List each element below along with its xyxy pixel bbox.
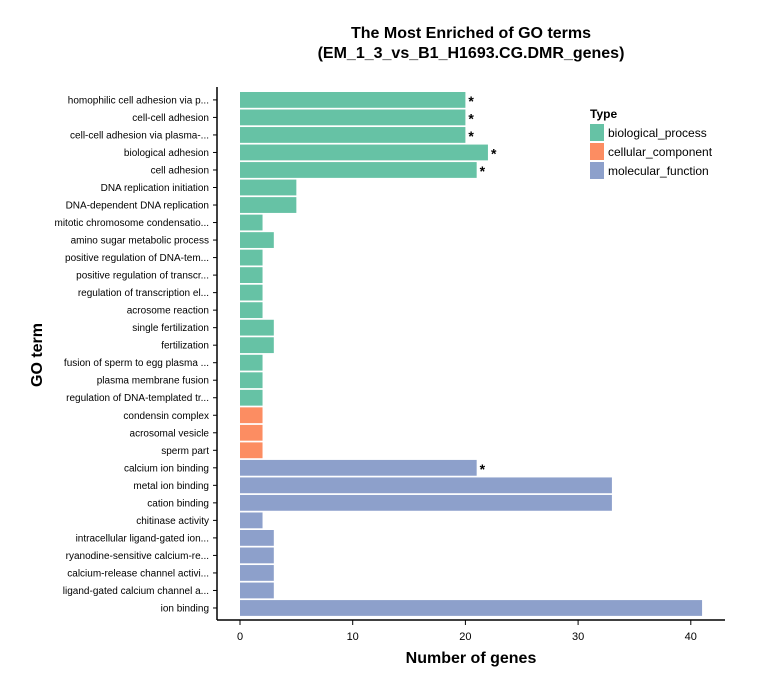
bar — [240, 459, 477, 476]
legend-swatch — [590, 162, 604, 179]
y-tick-label: ligand-gated calcium channel a... — [63, 586, 209, 597]
x-tick-label: 0 — [237, 631, 243, 643]
y-tick-label: regulation of DNA-templated tr... — [66, 393, 209, 404]
bar — [240, 424, 263, 441]
bar — [240, 144, 488, 161]
bar — [240, 407, 263, 424]
bar — [240, 372, 263, 389]
y-tick-label: fusion of sperm to egg plasma ... — [64, 358, 209, 369]
y-tick-label: calcium ion binding — [124, 463, 209, 474]
significance-star: * — [480, 163, 486, 179]
y-tick-label: condensin complex — [123, 411, 209, 422]
x-tick-label: 40 — [685, 631, 697, 643]
bar — [240, 337, 274, 354]
significance-star: * — [491, 145, 497, 161]
bar — [240, 354, 263, 371]
y-tick-label: chitinase activity — [136, 516, 209, 527]
bar — [240, 319, 274, 336]
bar — [240, 162, 477, 178]
y-tick-label: plasma membrane fusion — [97, 376, 209, 387]
y-tick-label: cell-cell adhesion via plasma-... — [70, 130, 209, 141]
y-tick-label: single fertilization — [132, 323, 209, 334]
legend-swatch — [590, 124, 604, 141]
bar — [240, 249, 263, 266]
legend-label: molecular_function — [608, 164, 709, 178]
bar — [240, 512, 263, 529]
y-tick-label: positive regulation of DNA-tem... — [65, 253, 209, 264]
x-tick-label: 30 — [572, 631, 584, 643]
y-tick-label: cell adhesion — [151, 165, 209, 176]
y-tick-label: homophilic cell adhesion via p... — [68, 95, 209, 106]
chart-title: The Most Enriched of GO terms — [351, 25, 591, 42]
y-tick-label: fertilization — [161, 341, 209, 352]
y-tick-label: cation binding — [147, 498, 209, 509]
bar — [240, 530, 274, 546]
y-tick-label: metal ion binding — [133, 481, 209, 492]
y-tick-labels: homophilic cell adhesion via p... cell-ce… — [54, 95, 217, 614]
y-tick-label: ion binding — [161, 603, 209, 614]
x-tick-label: 10 — [347, 631, 359, 643]
bar — [240, 92, 466, 108]
y-tick-label: intracellular ligand-gated ion... — [76, 533, 209, 544]
bar — [240, 127, 466, 143]
x-tick-label: 20 — [459, 631, 471, 643]
legend-swatch — [590, 143, 604, 160]
y-tick-label: mitotic chromosome condensatio... — [54, 218, 209, 229]
bars-group — [240, 92, 703, 616]
y-tick-label: cell-cell adhesion — [132, 113, 209, 124]
y-tick-label: regulation of transcription el... — [78, 288, 209, 299]
legend: Type biological_process cellular_componen… — [590, 107, 713, 179]
bar — [240, 582, 274, 599]
bar — [240, 267, 263, 283]
y-tick-label: sperm part — [161, 446, 209, 457]
significance-star: * — [468, 128, 474, 144]
y-tick-label: biological adhesion — [124, 148, 209, 159]
y-tick-label: calcium-release channel activi... — [67, 568, 209, 579]
x-axis-title: Number of genes — [406, 650, 537, 667]
significance-markers: ****** — [468, 93, 497, 477]
significance-star: * — [468, 93, 474, 109]
x-tick-labels: 0 10 20 30 40 — [237, 620, 697, 643]
significance-star: * — [480, 461, 486, 477]
bar — [240, 214, 263, 231]
bar — [240, 600, 703, 616]
bar — [240, 197, 297, 213]
y-tick-label: acrosome reaction — [127, 306, 209, 317]
bar — [240, 565, 274, 581]
bar — [240, 477, 612, 494]
bar — [240, 232, 274, 248]
y-tick-label: ryanodine-sensitive calcium-re... — [66, 551, 209, 562]
bar — [240, 547, 274, 564]
y-tick-label: DNA-dependent DNA replication — [66, 201, 209, 212]
bar — [240, 389, 263, 406]
y-tick-label: positive regulation of transcr... — [76, 271, 209, 282]
bar — [240, 109, 466, 126]
y-tick-label: acrosomal vesicle — [130, 428, 210, 439]
legend-label: cellular_component — [608, 145, 713, 159]
significance-star: * — [468, 110, 474, 126]
legend-label: biological_process — [608, 126, 707, 140]
y-tick-label: DNA replication initiation — [101, 183, 209, 194]
bar — [240, 494, 612, 511]
bar — [240, 179, 297, 196]
bar — [240, 442, 263, 459]
bar — [240, 302, 263, 319]
y-tick-label: amino sugar metabolic process — [71, 236, 209, 247]
chart-subtitle: (EM_1_3_vs_B1_H1693.CG.DMR_genes) — [318, 45, 625, 62]
bar — [240, 284, 263, 301]
y-axis-title: GO term — [29, 323, 46, 387]
legend-title: Type — [590, 107, 617, 121]
